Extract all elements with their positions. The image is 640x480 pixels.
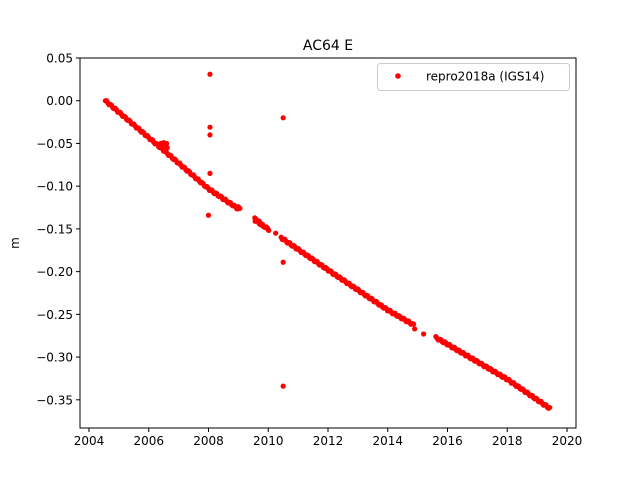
data-point xyxy=(205,212,212,218)
x-tick-label: 2006 xyxy=(133,434,164,448)
data-point xyxy=(256,218,262,224)
y-tick-label: −0.25 xyxy=(36,308,73,322)
legend-box xyxy=(377,63,570,91)
data-point xyxy=(207,71,213,77)
legend-marker xyxy=(395,73,401,79)
y-tick-label: 0.00 xyxy=(46,94,73,108)
legend: repro2018a (IGS14) xyxy=(377,63,570,91)
data-point xyxy=(412,326,418,332)
x-tick-label: 2008 xyxy=(193,434,224,448)
series-points xyxy=(102,71,553,411)
chart-title: AC64 E xyxy=(303,38,353,54)
data-point xyxy=(280,383,286,389)
data-point xyxy=(280,259,286,265)
x-tick-label: 2004 xyxy=(74,434,105,448)
data-point xyxy=(273,230,279,236)
data-point xyxy=(207,124,213,130)
y-tick-label: −0.35 xyxy=(36,393,73,407)
plot-area: 2004 2006 2008 2010 2012 2014 2016 2018 2020 0.05… xyxy=(36,52,582,449)
y-tick-label: −0.10 xyxy=(36,180,73,194)
x-tick-label: 2010 xyxy=(253,434,284,448)
data-point xyxy=(207,132,213,138)
x-tick-label: 2012 xyxy=(313,434,344,448)
y-axis-label: m xyxy=(8,237,22,249)
data-point xyxy=(421,331,427,337)
x-tick-label: 2014 xyxy=(372,434,403,448)
data-point xyxy=(207,170,213,176)
data-point xyxy=(164,145,170,151)
y-tick-label: −0.20 xyxy=(36,265,73,279)
y-tick-label: −0.15 xyxy=(36,222,73,236)
data-point xyxy=(265,227,271,233)
x-tick-label: 2018 xyxy=(492,434,523,448)
y-tick-label: −0.30 xyxy=(36,351,73,365)
data-point xyxy=(547,404,553,411)
x-tick-label: 2016 xyxy=(432,434,463,448)
y-tick-label: −0.05 xyxy=(36,137,73,151)
data-point xyxy=(164,140,170,147)
data-point xyxy=(237,205,243,211)
legend-label: repro2018a (IGS14) xyxy=(426,70,544,84)
data-point xyxy=(410,321,417,327)
y-tick-label: 0.05 xyxy=(46,52,73,66)
x-tick-label: 2020 xyxy=(552,434,583,448)
data-point xyxy=(280,115,286,121)
